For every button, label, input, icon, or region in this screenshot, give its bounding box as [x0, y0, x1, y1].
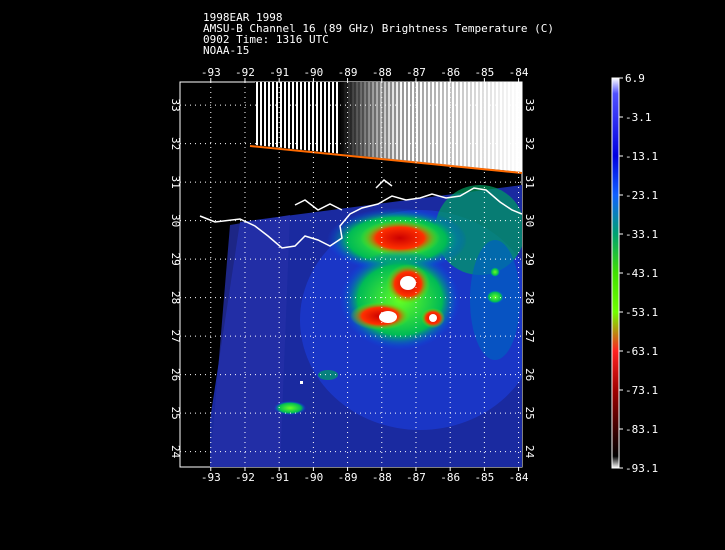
lon-tick-label-bottom: -89: [338, 471, 358, 484]
lon-tick-label-top: -85: [474, 66, 494, 79]
lat-tick-label-left: 27: [169, 329, 182, 342]
lat-tick-label-left: 33: [169, 98, 182, 111]
colorbar-tick-label: -33.1: [625, 228, 658, 241]
lon-tick-label-top: -87: [406, 66, 426, 79]
colorbar-tick-label: -43.1: [625, 267, 658, 280]
lat-tick-label-right: 28: [523, 291, 536, 304]
lat-tick-label-left: 26: [169, 368, 182, 381]
lat-tick-label-right: 26: [523, 368, 536, 381]
colorbar-tick-label: -23.1: [625, 189, 658, 202]
lon-tick-label-bottom: -91: [269, 471, 289, 484]
lat-tick-label-left: 32: [169, 137, 182, 150]
colorbar-tick-label: -53.1: [625, 306, 658, 319]
lon-tick-label-bottom: -85: [474, 471, 494, 484]
lat-tick-label-right: 31: [523, 175, 536, 188]
lon-tick-label-top: -90: [303, 66, 323, 79]
lon-tick-label-bottom: -87: [406, 471, 426, 484]
header-time-line: 0902 Time: 1316 UTC: [203, 33, 329, 46]
colorbar-tick-label: 6.9: [625, 72, 645, 85]
colorbar-tick-label: -3.1: [625, 111, 652, 124]
colorbar-tick-label: -73.1: [625, 384, 658, 397]
lon-tick-label-bottom: -84: [509, 471, 529, 484]
lat-tick-label-left: 30: [169, 214, 182, 227]
lat-tick-label-right: 29: [523, 252, 536, 265]
lon-tick-label-bottom: -88: [372, 471, 392, 484]
lon-tick-label-top: -89: [338, 66, 358, 79]
lon-tick-label-top: -84: [509, 66, 529, 79]
lat-tick-label-right: 25: [523, 406, 536, 419]
lat-tick-label-left: 31: [169, 175, 182, 188]
header-satellite-line: NOAA-15: [203, 44, 250, 57]
lat-tick-label-left: 28: [169, 291, 182, 304]
lon-tick-label-bottom: -92: [235, 471, 255, 484]
colorbar-tick-label: -13.1: [625, 150, 658, 163]
lat-tick-label-right: 24: [523, 445, 536, 459]
lat-tick-label-left: 29: [169, 252, 182, 265]
lon-tick-label-bottom: -93: [201, 471, 221, 484]
lon-tick-label-top: -88: [372, 66, 392, 79]
lat-tick-label-left: 25: [169, 406, 182, 419]
lon-tick-label-top: -91: [269, 66, 289, 79]
lon-tick-label-top: -93: [201, 66, 221, 79]
colorbar: [611, 77, 620, 469]
colorbar-tick-label: -63.1: [625, 345, 658, 358]
lon-tick-label-top: -92: [235, 66, 255, 79]
header-product-line: AMSU-B Channel 16 (89 GHz) Brightness Te…: [203, 22, 554, 35]
colorbar-tick-label: -83.1: [625, 423, 658, 436]
lat-tick-label-right: 33: [523, 98, 536, 111]
lat-tick-label-right: 30: [523, 214, 536, 227]
colorbar-tick-label: -93.1: [625, 462, 658, 475]
lat-tick-label-right: 32: [523, 137, 536, 150]
lat-lon-grid: [180, 78, 522, 471]
lat-tick-label-right: 27: [523, 329, 536, 342]
swath-edge-white: [340, 82, 522, 172]
lon-tick-label-bottom: -90: [303, 471, 323, 484]
coastline: [199, 187, 522, 249]
lon-tick-label-top: -86: [440, 66, 460, 79]
lon-tick-label-bottom: -86: [440, 471, 460, 484]
header-title-line: 1998EAR 1998: [203, 11, 283, 24]
lat-tick-label-left: 24: [169, 445, 182, 459]
